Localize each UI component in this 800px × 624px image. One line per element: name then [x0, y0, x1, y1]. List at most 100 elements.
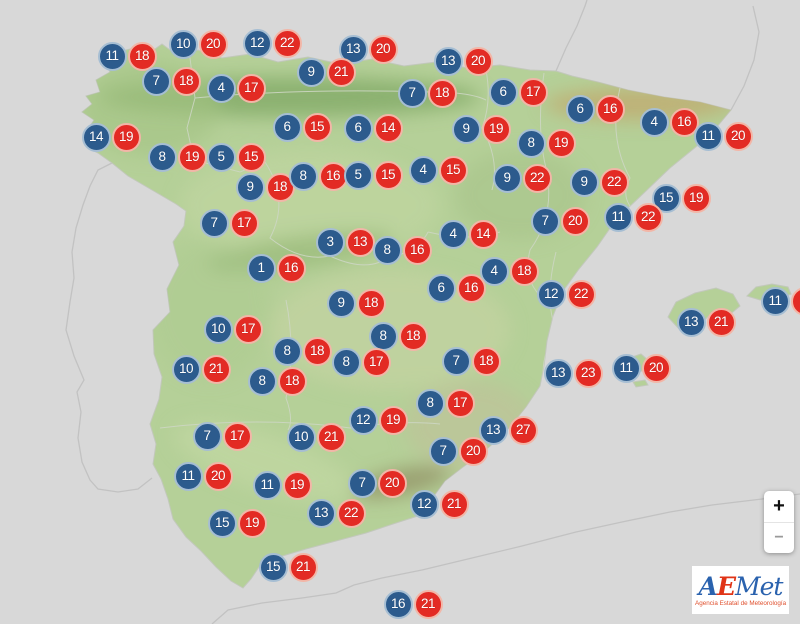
min-temp-value: 9: [246, 179, 254, 195]
max-temp-circle: 19: [681, 183, 711, 213]
min-temp-value: 3: [326, 234, 334, 250]
min-temp-circle: 4: [408, 155, 438, 185]
min-temp-value: 8: [527, 135, 535, 151]
min-temp-value: 13: [550, 365, 566, 381]
aemet-wordmark: AEMet: [698, 571, 784, 601]
min-temp-value: 7: [439, 443, 447, 459]
min-temp-circle: 8: [272, 336, 302, 366]
min-temp-circle: 10: [286, 422, 316, 452]
min-temp-value: 11: [105, 48, 119, 64]
max-temp-circle: 13: [345, 227, 375, 257]
max-temp-value: 18: [309, 343, 325, 359]
max-temp-circle: 22: [633, 202, 663, 232]
min-temp-circle: 11: [173, 461, 203, 491]
min-temp-circle: 14: [81, 122, 111, 152]
max-temp-value: 18: [516, 263, 532, 279]
max-temp-value: 20: [465, 443, 481, 459]
max-temp-value: 16: [283, 260, 299, 276]
min-temp-circle: 6: [343, 113, 373, 143]
max-temp-value: 14: [380, 120, 396, 136]
min-temp-circle: 8: [368, 321, 398, 351]
max-temp-circle: 21: [326, 57, 356, 87]
max-temp-circle: 27: [508, 415, 538, 445]
min-temp-value: 5: [354, 167, 362, 183]
max-temp-value: 19: [688, 190, 704, 206]
max-temp-value: 21: [420, 596, 436, 612]
min-temp-value: 8: [283, 343, 291, 359]
min-temp-value: 7: [408, 85, 416, 101]
min-temp-value: 7: [152, 73, 160, 89]
max-temp-circle: 15: [373, 160, 403, 190]
max-temp-circle: 19: [177, 142, 207, 172]
max-temp-circle: 20: [458, 436, 488, 466]
max-temp-value: 22: [529, 170, 545, 186]
max-temp-circle: 19: [546, 128, 576, 158]
min-temp-circle: 11: [693, 121, 723, 151]
max-temp-circle: 17: [518, 77, 548, 107]
max-temp-value: 20: [567, 213, 583, 229]
min-temp-circle: 7: [530, 206, 560, 236]
max-temp-value: 20: [730, 128, 746, 144]
max-temp-circle: 20: [641, 353, 671, 383]
max-temp-value: 22: [573, 286, 589, 302]
max-temp-value: 18: [284, 373, 300, 389]
min-temp-circle: 4: [206, 73, 236, 103]
max-temp-value: 17: [243, 80, 259, 96]
min-temp-circle: 8: [516, 128, 546, 158]
min-temp-value: 8: [158, 149, 166, 165]
max-temp-circle: 20: [368, 34, 398, 64]
min-temp-value: 8: [379, 328, 387, 344]
zoom-in-button[interactable]: +: [764, 491, 794, 523]
aemet-logo[interactable]: AEMet Agencia Estatal de Meteorología: [692, 566, 789, 614]
min-temp-circle: 6: [565, 94, 595, 124]
max-temp-value: 19: [289, 477, 305, 493]
min-temp-circle: 13: [433, 46, 463, 76]
min-temp-value: 8: [258, 373, 266, 389]
min-temp-circle: 9: [451, 114, 481, 144]
min-temp-value: 7: [210, 215, 218, 231]
min-temp-value: 11: [611, 209, 625, 225]
max-temp-circle: 20: [560, 206, 590, 236]
min-temp-circle: 9: [296, 57, 326, 87]
min-temp-circle: 11: [252, 470, 282, 500]
max-temp-value: 22: [279, 35, 295, 51]
max-temp-circle: 18: [509, 256, 539, 286]
map-zoom-control: + −: [764, 491, 794, 553]
zoom-out-button[interactable]: −: [774, 528, 784, 546]
min-temp-circle: 9: [492, 163, 522, 193]
max-temp-circle: 22: [599, 167, 629, 197]
min-temp-value: 13: [485, 422, 501, 438]
min-temp-circle: 11: [97, 41, 127, 71]
max-temp-value: 22: [606, 174, 622, 190]
min-temp-circle: 13: [543, 358, 573, 388]
max-temp-value: 20: [205, 36, 221, 52]
max-temp-circle: 18: [356, 288, 386, 318]
min-temp-circle: 10: [168, 29, 198, 59]
min-temp-value: 15: [214, 515, 230, 531]
min-temp-circle: 6: [272, 112, 302, 142]
max-temp-circle: 16: [456, 273, 486, 303]
min-temp-value: 7: [452, 353, 460, 369]
min-temp-value: 15: [658, 190, 674, 206]
min-temp-circle: 11: [611, 353, 641, 383]
min-temp-circle: 8: [331, 347, 361, 377]
max-temp-value: 14: [475, 226, 491, 242]
min-temp-value: 13: [313, 505, 329, 521]
min-temp-value: 1: [257, 260, 265, 276]
min-temp-value: 10: [293, 429, 309, 445]
max-temp-value: 20: [648, 360, 664, 376]
min-temp-circle: 5: [343, 160, 373, 190]
min-temp-value: 10: [178, 361, 194, 377]
max-temp-circle: 20: [723, 121, 753, 151]
max-temp-value: 18: [405, 328, 421, 344]
min-temp-circle: 1: [246, 253, 276, 283]
max-temp-circle: 21: [706, 307, 736, 337]
max-temp-value: 21: [208, 361, 224, 377]
min-temp-value: 14: [88, 129, 104, 145]
min-temp-value: 11: [768, 293, 782, 309]
max-temp-circle: 20: [377, 468, 407, 498]
min-temp-value: 4: [490, 263, 498, 279]
max-temp-value: 18: [434, 85, 450, 101]
min-temp-value: 4: [419, 162, 427, 178]
